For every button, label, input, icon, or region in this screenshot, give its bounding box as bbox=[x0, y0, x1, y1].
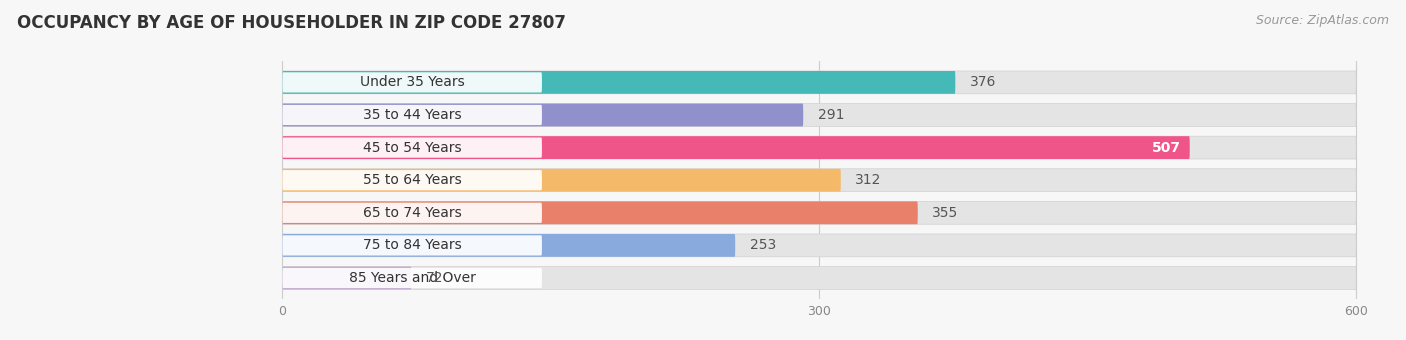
FancyBboxPatch shape bbox=[283, 169, 841, 192]
FancyBboxPatch shape bbox=[283, 105, 541, 125]
Text: 55 to 64 Years: 55 to 64 Years bbox=[363, 173, 461, 187]
FancyBboxPatch shape bbox=[283, 203, 541, 223]
Text: Under 35 Years: Under 35 Years bbox=[360, 75, 464, 89]
FancyBboxPatch shape bbox=[283, 104, 1357, 126]
Text: 75 to 84 Years: 75 to 84 Years bbox=[363, 238, 461, 252]
FancyBboxPatch shape bbox=[283, 104, 803, 126]
FancyBboxPatch shape bbox=[283, 72, 541, 92]
Text: 253: 253 bbox=[749, 238, 776, 252]
FancyBboxPatch shape bbox=[283, 170, 541, 190]
FancyBboxPatch shape bbox=[283, 137, 541, 158]
FancyBboxPatch shape bbox=[283, 169, 1357, 192]
FancyBboxPatch shape bbox=[283, 201, 1357, 224]
Text: 291: 291 bbox=[817, 108, 844, 122]
Text: 507: 507 bbox=[1152, 141, 1181, 155]
Text: 72: 72 bbox=[426, 271, 443, 285]
FancyBboxPatch shape bbox=[283, 235, 541, 256]
FancyBboxPatch shape bbox=[283, 268, 541, 288]
FancyBboxPatch shape bbox=[283, 136, 1189, 159]
Text: 65 to 74 Years: 65 to 74 Years bbox=[363, 206, 461, 220]
Text: 35 to 44 Years: 35 to 44 Years bbox=[363, 108, 461, 122]
FancyBboxPatch shape bbox=[283, 71, 1357, 94]
Text: 376: 376 bbox=[970, 75, 995, 89]
FancyBboxPatch shape bbox=[283, 201, 918, 224]
FancyBboxPatch shape bbox=[283, 136, 1357, 159]
Text: Source: ZipAtlas.com: Source: ZipAtlas.com bbox=[1256, 14, 1389, 27]
Text: 312: 312 bbox=[855, 173, 882, 187]
FancyBboxPatch shape bbox=[283, 267, 1357, 289]
FancyBboxPatch shape bbox=[283, 71, 955, 94]
FancyBboxPatch shape bbox=[283, 234, 1357, 257]
Text: 85 Years and Over: 85 Years and Over bbox=[349, 271, 475, 285]
Text: 355: 355 bbox=[932, 206, 959, 220]
Text: OCCUPANCY BY AGE OF HOUSEHOLDER IN ZIP CODE 27807: OCCUPANCY BY AGE OF HOUSEHOLDER IN ZIP C… bbox=[17, 14, 565, 32]
FancyBboxPatch shape bbox=[283, 267, 412, 289]
FancyBboxPatch shape bbox=[283, 234, 735, 257]
Text: 45 to 54 Years: 45 to 54 Years bbox=[363, 141, 461, 155]
